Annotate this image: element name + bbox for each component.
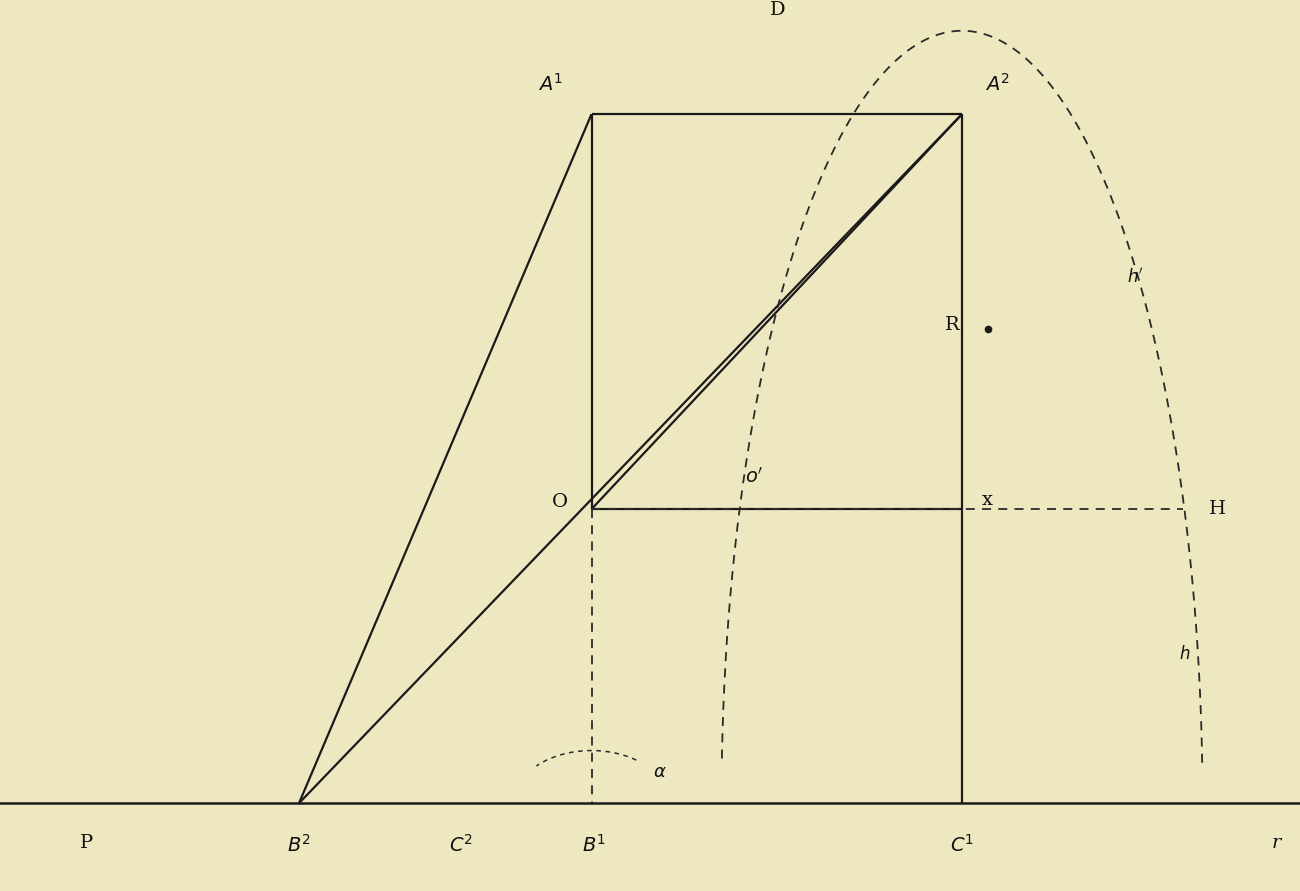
Text: $h'$: $h'$ [1127,267,1144,286]
Text: H: H [1209,500,1226,519]
Text: $C^2$: $C^2$ [450,834,473,856]
Text: $A^1$: $A^1$ [538,73,563,94]
Text: R: R [945,315,959,334]
Text: x: x [982,491,992,510]
Text: $C^1$: $C^1$ [950,834,974,856]
Text: O: O [552,493,568,511]
Text: $\alpha$: $\alpha$ [653,764,666,781]
Text: P: P [81,834,94,852]
Text: D: D [770,2,785,20]
Text: $B^2$: $B^2$ [287,834,311,856]
Text: r: r [1271,834,1282,852]
Text: $o'$: $o'$ [745,466,763,486]
Text: $h$: $h$ [1179,645,1191,663]
Text: $B^1$: $B^1$ [582,834,606,856]
Text: $A^2$: $A^2$ [985,73,1010,94]
